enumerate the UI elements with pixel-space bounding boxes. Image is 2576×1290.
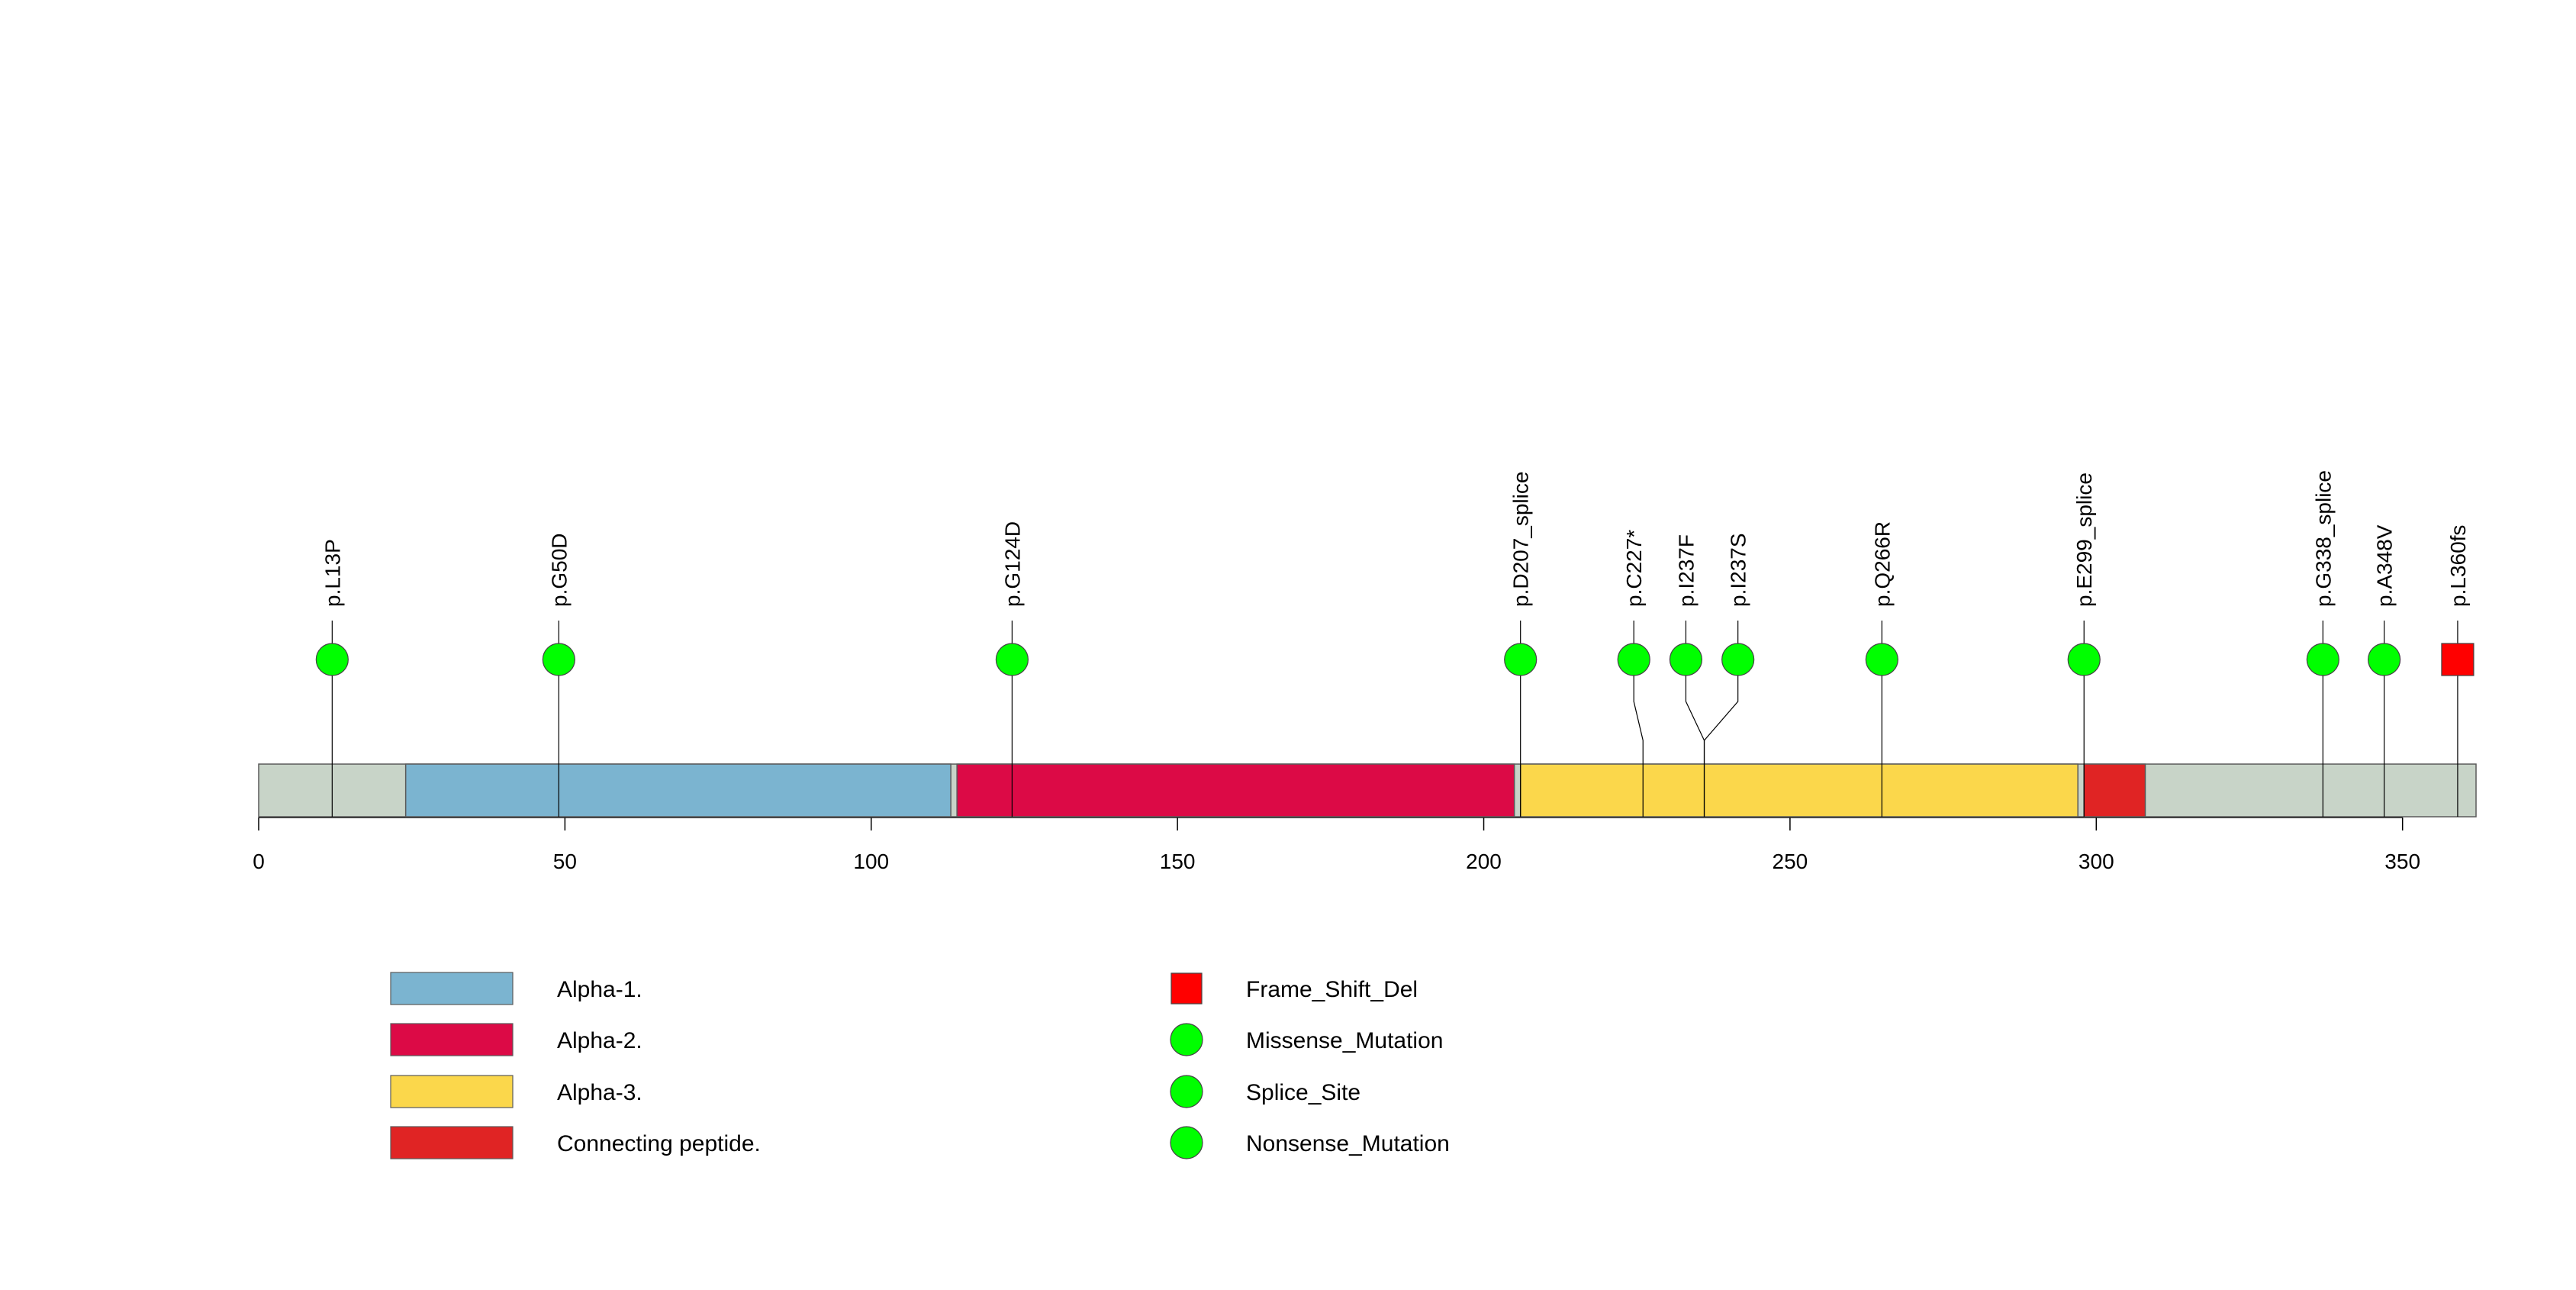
legend-swatch-alpha-2 <box>390 1023 514 1056</box>
legend-swatch-alpha-1 <box>390 972 514 1005</box>
mutation-label-p-i237s: p.I237S <box>1727 533 1750 607</box>
legend-swatch-alpha-3 <box>390 1075 514 1108</box>
domain-connecting-peptide <box>2083 763 2146 818</box>
marker-p-e299-splice <box>2067 643 2101 676</box>
legend-label-splice-site: Splice_Site <box>1246 1080 1360 1105</box>
legend-label-missense-mutation: Missense_Mutation <box>1246 1028 1443 1053</box>
mutation-label-p-g50d: p.G50D <box>547 534 571 608</box>
mutation-labels: p.L13P p.G50D p.G124D p.D207_splice p.C227* p… <box>320 470 2470 607</box>
marker-p-g50d <box>542 643 575 676</box>
marker-p-l13p <box>315 643 349 676</box>
stem-p-c227 <box>1633 660 1644 817</box>
marker-p-g124d <box>995 643 1029 676</box>
marker-p-i237s <box>1721 643 1755 676</box>
legend-label-alpha-3: Alpha-3. <box>557 1080 642 1105</box>
mutation-markers <box>315 643 2475 676</box>
x-tick-label-150: 150 <box>1160 850 1196 873</box>
mutation-label-p-q266r: p.Q266R <box>1870 521 1894 607</box>
legend-swatch-connecting-peptide <box>390 1126 514 1159</box>
mutation-label-p-c227: p.C227* <box>1622 530 1646 607</box>
mutation-label-p-i237f: p.I237F <box>1674 534 1698 607</box>
x-tick-label-0: 0 <box>253 850 265 873</box>
legend-label-frame-shift-del: Frame_Shift_Del <box>1246 977 1418 1002</box>
mutation-label-p-g124d: p.G124D <box>1000 521 1024 607</box>
legend-marker-nonsense-mutation <box>1170 1126 1203 1159</box>
legend-marker-missense-mutation <box>1170 1023 1203 1056</box>
mutation-label-p-l360fs: p.L360fs <box>2446 525 2470 607</box>
x-tick-label-300: 300 <box>2079 850 2114 873</box>
legend-marker-frame-shift-del <box>1170 972 1203 1005</box>
marker-p-c227 <box>1617 643 1650 676</box>
legend-label-alpha-1: Alpha-1. <box>557 977 642 1002</box>
legend: Alpha-1. Alpha-2. Alpha-3. Connecting pepti… <box>390 972 1450 1159</box>
mutation-stems <box>331 621 2458 817</box>
domain-alpha-3 <box>1519 763 2079 818</box>
legend-label-nonsense-mutation: Nonsense_Mutation <box>1246 1131 1450 1156</box>
legend-label-alpha-2: Alpha-2. <box>557 1028 642 1053</box>
marker-p-a348v <box>2367 643 2401 676</box>
mutation-label-p-a348v: p.A348V <box>2373 524 2397 607</box>
mutation-label-p-g338-splice: p.G338_splice <box>2311 470 2335 607</box>
x-axis: 0 50 100 150 200 250 300 350 <box>253 817 2420 873</box>
x-tick-label-100: 100 <box>853 850 889 873</box>
marker-p-i237f <box>1669 643 1703 676</box>
legend-marker-splice-site <box>1170 1075 1203 1108</box>
x-tick-label-350: 350 <box>2384 850 2420 873</box>
domain-alpha-2 <box>956 763 1515 818</box>
x-tick-label-50: 50 <box>553 850 577 873</box>
marker-p-d207-splice <box>1504 643 1538 676</box>
x-tick-label-200: 200 <box>1466 850 1502 873</box>
protein-backbone <box>258 763 2477 818</box>
stem-p-i237s <box>1703 660 1739 817</box>
mutation-label-p-d207-splice: p.D207_splice <box>1509 472 1533 607</box>
mutation-label-p-l13p: p.L13P <box>320 539 344 607</box>
mutation-label-p-e299-splice: p.E299_splice <box>2072 472 2096 607</box>
marker-p-q266r <box>1865 643 1898 676</box>
domain-alpha-1 <box>404 763 952 818</box>
x-tick-label-250: 250 <box>1773 850 1808 873</box>
legend-label-connecting-peptide: Connecting peptide. <box>557 1131 761 1156</box>
marker-p-l360fs <box>2441 643 2475 676</box>
marker-p-g338-splice <box>2306 643 2339 676</box>
